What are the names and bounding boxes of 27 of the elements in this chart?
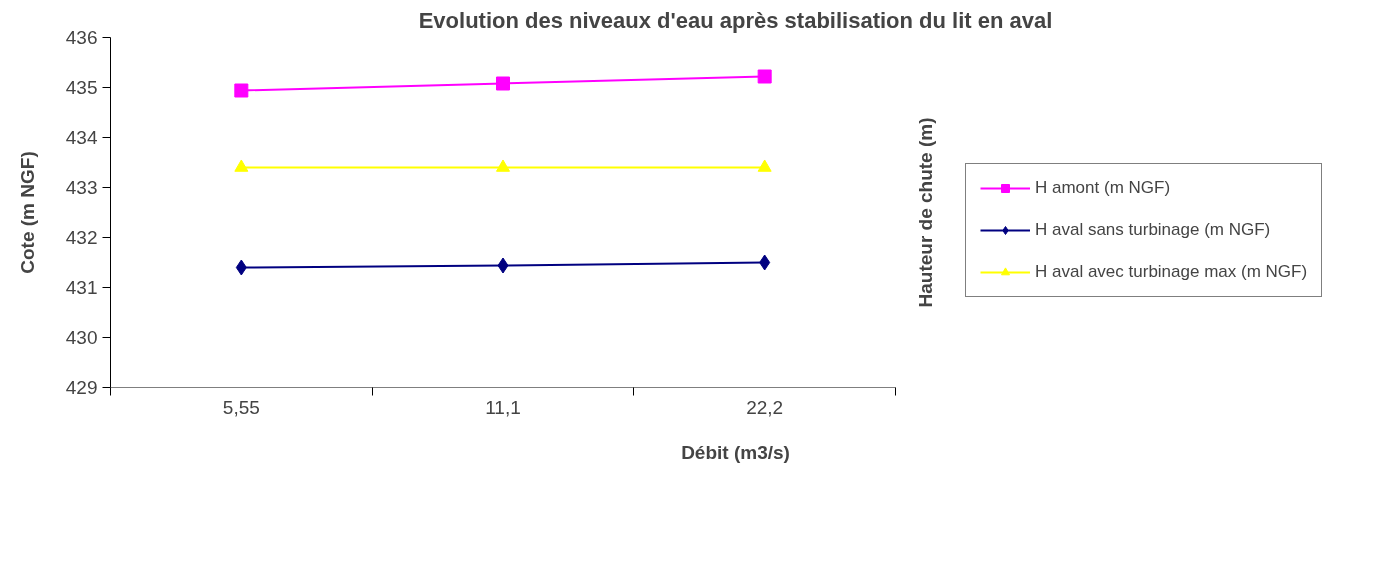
point bbox=[757, 69, 772, 84]
y-tick-label: 431 bbox=[65, 277, 98, 298]
y-tick-label: 430 bbox=[65, 327, 98, 348]
legend-label: H amont (m NGF) bbox=[1035, 178, 1171, 198]
point bbox=[496, 159, 510, 172]
point bbox=[234, 83, 249, 98]
y2-axis-title: Hauteur de chute (m) bbox=[914, 117, 936, 308]
point bbox=[235, 259, 247, 276]
x-tick-label: 5,55 bbox=[222, 396, 260, 418]
legend-label: H aval sans turbinage (m NGF) bbox=[1035, 220, 1271, 240]
x-tick-label: 11,1 bbox=[485, 396, 521, 418]
y-tick-label: 429 bbox=[65, 377, 98, 398]
point bbox=[759, 254, 771, 271]
legend-label: H aval avec turbinage max (m NGF) bbox=[1035, 262, 1308, 282]
x-tick-label: 22,2 bbox=[746, 396, 784, 418]
point bbox=[496, 76, 510, 91]
x-axis-title: Débit (m3/s) bbox=[681, 441, 790, 463]
point bbox=[497, 257, 509, 274]
y-tick-label: 433 bbox=[65, 177, 98, 198]
point bbox=[757, 159, 772, 172]
chart-title: Evolution des niveaux d'eau après stabilisation du lit en aval bbox=[418, 7, 1053, 33]
point bbox=[234, 159, 249, 172]
y-tick-label: 436 bbox=[65, 27, 98, 48]
y-tick-label: 434 bbox=[65, 127, 98, 148]
y-tick-label: 432 bbox=[65, 227, 98, 248]
y-axis-title: Cote (m NGF) bbox=[16, 151, 38, 274]
y-tick-label: 435 bbox=[65, 77, 98, 98]
